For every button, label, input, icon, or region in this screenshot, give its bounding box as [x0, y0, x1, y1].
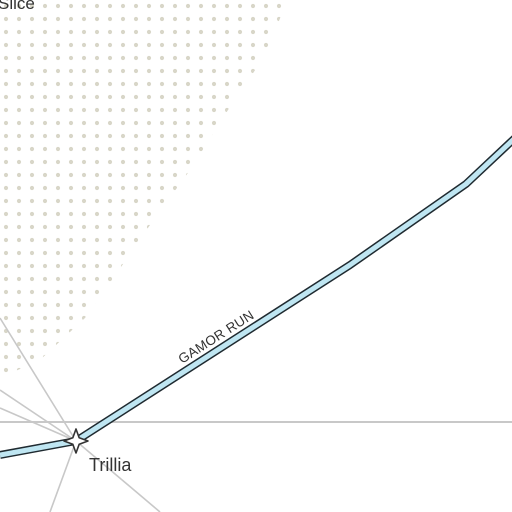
- hyperlane-lines: [0, 317, 161, 512]
- region-label-slice: Slice: [0, 0, 35, 13]
- route-fill: [0, 137, 512, 458]
- region-dot-fill: [0, 0, 288, 378]
- route-gamor-run[interactable]: [0, 135, 512, 459]
- place-label-trillia[interactable]: Trillia: [89, 455, 132, 475]
- edge-label-fragment: ...: [470, 504, 484, 512]
- four-point-star-icon[interactable]: [63, 428, 89, 454]
